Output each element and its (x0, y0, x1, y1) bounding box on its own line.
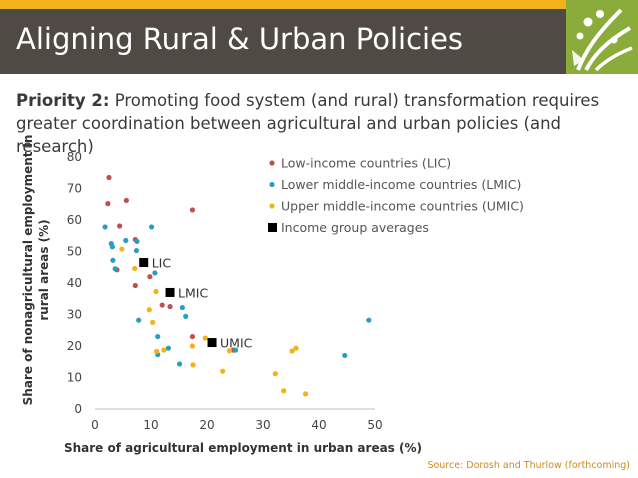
y-axis-label-line2: rural areas (%) (37, 219, 51, 320)
scatter-point-series-3 (226, 348, 232, 354)
scatter-point-series-1 (117, 223, 123, 229)
y-tick-label: 30 (67, 308, 82, 322)
scatter-point-series-3 (272, 371, 278, 377)
scatter-point-series-2 (112, 266, 118, 272)
scatter-point-series-2 (232, 347, 239, 353)
scatter-point-series-1 (159, 302, 165, 308)
scatter-point-series-2 (342, 352, 348, 359)
scatter-point-series-1 (189, 333, 196, 340)
source-note: Source: Dorosh and Thurlow (forthcoming) (427, 460, 630, 471)
y-axis-label-line1: Share of nonagricultural employment in (21, 135, 35, 406)
subtitle-text: Promoting food system (and rural) transf… (16, 91, 600, 156)
scatter-point-series-1 (189, 207, 196, 213)
scatter-point-series-1 (132, 282, 138, 289)
scatter-point-series-2 (155, 333, 161, 340)
scatter-point-series-3 (202, 335, 208, 341)
x-tick-label: 10 (143, 418, 158, 432)
x-tick-label: 50 (367, 418, 382, 432)
scatter-point-series-2 (102, 224, 108, 230)
x-tick-label: 20 (199, 418, 214, 432)
average-label-lmic: LMIC (178, 285, 208, 300)
subtitle-priority: Priority 2: (16, 91, 110, 110)
scatter-point-series-2 (148, 224, 155, 230)
scatter-point-series-3 (302, 391, 309, 397)
y-tick-label: 80 (67, 150, 82, 164)
scatter-point-series-3 (281, 388, 287, 394)
scatter-point-series-2 (165, 345, 171, 351)
scatter-point-series-2 (123, 237, 129, 244)
x-tick-label: 30 (255, 418, 270, 432)
y-tick-label: 20 (67, 339, 82, 353)
scatter-point-series-2 (110, 257, 116, 263)
average-marker-lmic (165, 287, 175, 297)
scatter-point-series-3 (189, 343, 196, 349)
scatter-point-series-2 (366, 317, 372, 323)
scatter-point-series-1 (123, 197, 129, 204)
legend-marker (269, 160, 275, 166)
y-tick-label: 60 (67, 213, 82, 227)
legend-marker (269, 203, 275, 209)
x-axis-label: Share of agricultural employment in urba… (64, 441, 422, 455)
scatter-point-series-3 (190, 362, 196, 368)
slide-subtitle: Priority 2: Promoting food system (and r… (16, 89, 616, 158)
average-marker-umic (207, 338, 217, 348)
legend-label: Upper middle-income countries (UMIC) (281, 199, 524, 214)
scatter-point-series-1 (105, 201, 111, 207)
y-tick-label: 70 (67, 182, 82, 196)
legend-marker (268, 223, 277, 232)
scatter-point-series-2 (183, 313, 189, 319)
scatter-point-series-3 (119, 246, 125, 252)
x-tick-label: 40 (311, 418, 326, 432)
legend-label: Low-income countries (LIC) (281, 156, 451, 171)
scatter-point-series-2 (109, 244, 115, 250)
scatter-point-series-2 (134, 238, 140, 245)
scatter-point-series-3 (289, 348, 295, 354)
scatter-point-series-3 (293, 345, 299, 351)
organization-logo (566, 0, 638, 74)
legend-marker (269, 181, 275, 188)
legend-label: Income group averages (281, 220, 429, 235)
slide-header (0, 9, 638, 74)
scatter-point-series-3 (154, 348, 160, 354)
scatter-point-series-3 (153, 288, 159, 295)
scatter-point-series-3 (150, 319, 156, 325)
scatter-point-series-2 (133, 247, 140, 254)
scatter-point-series-2 (152, 270, 158, 276)
accent-bar (0, 0, 638, 9)
slide-title: Aligning Rural & Urban Policies (16, 22, 464, 56)
scatter-point-series-3 (161, 347, 167, 353)
y-tick-label: 50 (67, 245, 82, 259)
y-tick-label: 0 (74, 402, 82, 416)
legend-label: Lower middle-income countries (LMIC) (281, 177, 521, 192)
y-tick-label: 40 (67, 276, 82, 290)
scatter-point-series-2 (179, 304, 185, 311)
scatter-point-series-3 (220, 368, 226, 374)
x-tick-label: 0 (91, 418, 99, 432)
scatter-point-series-1 (106, 174, 112, 181)
average-label-umic: UMIC (220, 336, 253, 351)
scatter-point-series-2 (176, 361, 183, 367)
scatter-point-series-2 (136, 317, 142, 323)
scatter-point-series-3 (146, 307, 152, 313)
average-label-lic: LIC (152, 256, 172, 271)
y-tick-label: 10 (67, 371, 82, 385)
scatter-point-series-3 (132, 265, 138, 272)
scatter-point-series-1 (167, 304, 173, 310)
scatter-point-series-1 (147, 274, 153, 280)
average-marker-lic (139, 258, 149, 268)
